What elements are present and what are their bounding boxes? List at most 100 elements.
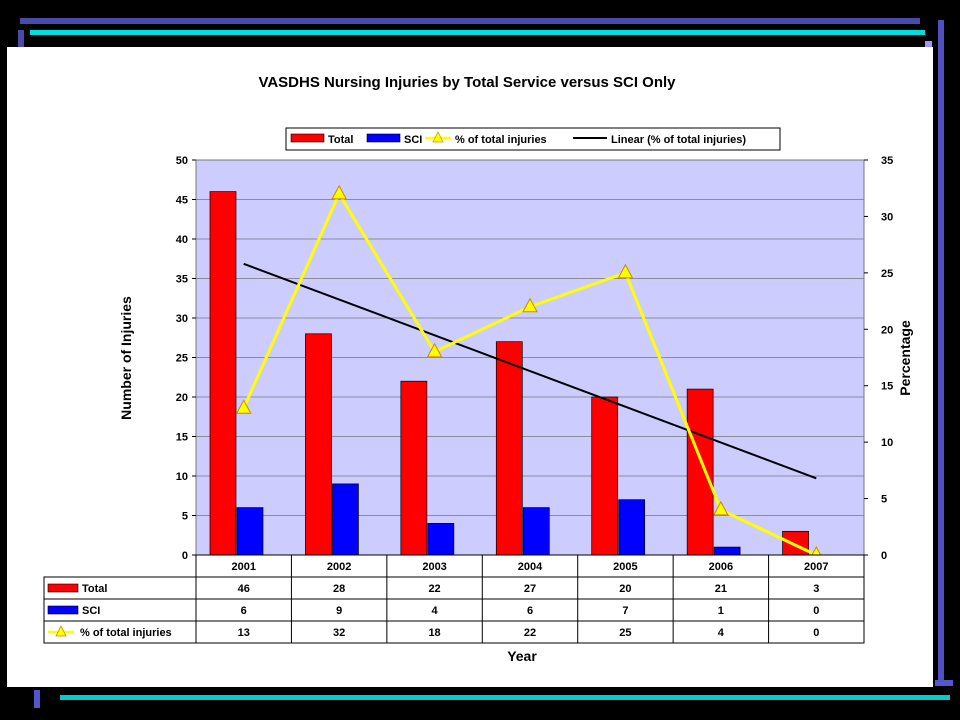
bars xyxy=(209,191,809,556)
table-cell: 22 xyxy=(428,583,440,595)
pct-point xyxy=(617,263,634,279)
table-cell: 20 xyxy=(619,583,631,595)
right-accent-square xyxy=(925,41,932,48)
y-axis-label: Number of Injuries xyxy=(118,296,134,420)
y-tick-label: 0 xyxy=(182,550,188,562)
y-tick-label: 50 xyxy=(176,155,188,167)
table-cell: 9 xyxy=(336,605,342,617)
top-accent-bar xyxy=(20,18,920,24)
table-legend-swatch xyxy=(47,583,79,593)
table-cell: 0 xyxy=(813,605,819,617)
bar-total xyxy=(305,333,332,556)
table-cell: 1 xyxy=(718,605,724,617)
table-cell: 21 xyxy=(715,583,727,595)
bar-total xyxy=(495,341,523,556)
table-cell: 3 xyxy=(813,583,819,595)
y2-axis-label: Percentage xyxy=(897,320,913,396)
pct-point xyxy=(522,297,538,313)
table-cell: 6 xyxy=(527,605,533,617)
y-tick-label: 40 xyxy=(176,234,188,246)
chart: VASDHS Nursing Injuries by Total Service… xyxy=(43,74,913,664)
table-header-year: 2001 xyxy=(231,561,255,573)
table-cell: 4 xyxy=(432,605,439,617)
legend-total-swatch xyxy=(290,133,325,143)
table-cell: 4 xyxy=(718,627,725,639)
slide-panel: VASDHS Nursing Injuries by Total Service… xyxy=(7,47,933,687)
table-header-year: 2002 xyxy=(327,561,351,573)
left-axis-ticks: 0 5 10 15 20 25 30 35 40 45 50 xyxy=(176,155,196,562)
table-cell: 0 xyxy=(813,627,819,639)
bar-sci xyxy=(332,483,359,556)
bar-total xyxy=(782,530,809,556)
y2-tick-label: 25 xyxy=(881,268,893,280)
bar-sci xyxy=(236,507,264,556)
y2-tick-label: 35 xyxy=(881,155,893,167)
y-tick-label: 25 xyxy=(176,353,188,365)
pct-point xyxy=(713,500,729,516)
table-cell: 18 xyxy=(428,627,440,639)
y-tick-label: 35 xyxy=(176,274,188,286)
pct-point xyxy=(331,184,347,200)
bar-total xyxy=(591,396,619,556)
table-cell: 27 xyxy=(524,583,536,595)
y2-tick-label: 10 xyxy=(881,437,893,449)
table-cell: 32 xyxy=(333,627,345,639)
bar-sci xyxy=(522,507,550,556)
legend-sci-label: SCI xyxy=(404,134,422,146)
y2-tick-label: 0 xyxy=(881,550,887,562)
table-header-year: 2007 xyxy=(804,561,828,573)
y-tick-label: 10 xyxy=(176,471,188,483)
top-accent-bar-cyan xyxy=(30,30,925,35)
pct-point xyxy=(235,399,252,414)
table-legend-swatch xyxy=(47,605,79,615)
y-tick-label: 20 xyxy=(176,392,188,404)
table-cell: 22 xyxy=(524,627,536,639)
y2-tick-label: 20 xyxy=(881,324,893,336)
legend-total-label: Total xyxy=(328,134,353,146)
left-accent-bar xyxy=(18,30,24,48)
table-cell: 6 xyxy=(241,605,247,617)
table-header-year: 2006 xyxy=(709,561,733,573)
legend-pct-marker xyxy=(432,131,444,143)
y-tick-label: 5 xyxy=(182,511,188,523)
legend-pct-label: % of total injuries xyxy=(455,134,547,146)
bar-total xyxy=(400,380,428,556)
y-tick-label: 45 xyxy=(176,195,188,207)
bar-sci xyxy=(618,499,646,556)
legend-trend-label: Linear (% of total injuries) xyxy=(611,134,746,146)
bottom-accent-bar-cyan xyxy=(60,695,950,700)
table-row-label: Total xyxy=(82,583,107,595)
table-cell: 25 xyxy=(619,627,631,639)
y2-tick-label: 15 xyxy=(881,381,893,393)
trendline xyxy=(243,262,817,480)
bar-sci xyxy=(713,546,741,556)
chart-title: VASDHS Nursing Injuries by Total Service… xyxy=(258,74,676,91)
y2-tick-label: 30 xyxy=(881,211,893,223)
y-tick-label: 15 xyxy=(176,432,188,444)
pct-point xyxy=(426,342,443,358)
table-header-year: 2003 xyxy=(422,561,446,573)
table-row-label: SCI xyxy=(82,605,100,617)
y2-tick-label: 5 xyxy=(881,494,887,506)
table-row-label: % of total injuries xyxy=(80,627,172,639)
bar-sci xyxy=(427,523,455,556)
x-axis-label: Year xyxy=(507,648,537,664)
trendline-segment xyxy=(243,262,817,480)
table-cell: 28 xyxy=(333,583,345,595)
right-accent-bar xyxy=(938,20,944,680)
bottom-left-accent xyxy=(34,690,40,708)
right-bottom-accent xyxy=(935,680,953,686)
table-header-year: 2005 xyxy=(613,561,637,573)
bar-total xyxy=(209,191,237,556)
table-legend-marker xyxy=(55,625,67,637)
legend: Total SCI % of total injuries Linear (% … xyxy=(285,127,781,151)
table-cell: 7 xyxy=(622,605,628,617)
table-cell: 13 xyxy=(238,627,250,639)
right-axis-ticks: 0 5 10 15 20 25 30 35 xyxy=(864,155,893,562)
table-cell: 46 xyxy=(238,583,250,595)
legend-sci-swatch xyxy=(366,133,401,143)
bar-total xyxy=(686,388,714,556)
y-tick-label: 30 xyxy=(176,313,188,325)
table-header-year: 2004 xyxy=(518,561,543,573)
